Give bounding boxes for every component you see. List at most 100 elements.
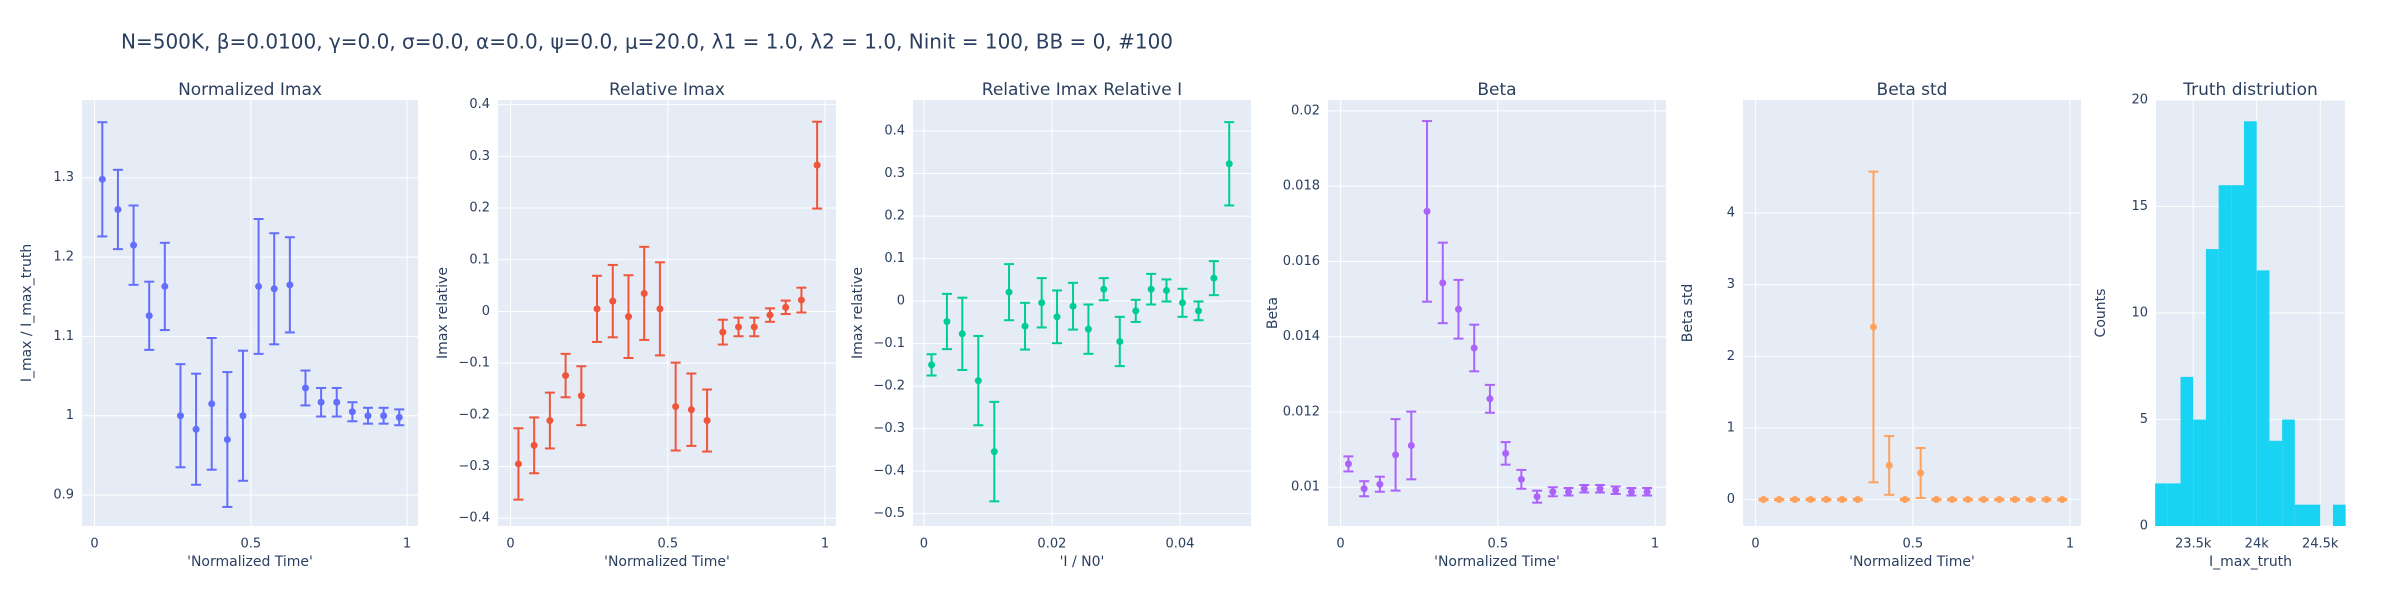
point (1885, 461, 1893, 469)
histogram-bar (2244, 121, 2257, 527)
point (1980, 496, 1988, 504)
point (546, 417, 554, 425)
point (380, 412, 388, 420)
point (2058, 496, 2066, 504)
point (1486, 395, 1494, 403)
point (750, 323, 758, 331)
point (719, 328, 727, 336)
point (530, 441, 538, 449)
point (1376, 480, 1384, 488)
point (1132, 307, 1140, 315)
point (974, 377, 982, 385)
x-tick-label: 24.5k (2302, 537, 2339, 552)
point (735, 323, 743, 331)
subplot-title: Relative Imax Relative I (982, 80, 1182, 100)
x-tick-label: 0.02 (1037, 537, 1066, 552)
y-tick-label: 0.3 (469, 149, 490, 164)
point (514, 460, 522, 468)
point (766, 311, 774, 319)
point (1147, 285, 1155, 293)
point (577, 392, 585, 400)
point (703, 417, 711, 425)
point (1995, 496, 2003, 504)
y-axis-title: I_max / I_max_truth (19, 244, 35, 382)
histogram-bar (2231, 185, 2245, 526)
y-tick-label: 0 (2140, 519, 2148, 534)
point (1407, 441, 1415, 449)
histogram-bar (2193, 419, 2206, 526)
point (208, 400, 216, 408)
y-tick-label: 2 (1727, 349, 1735, 364)
histogram-bar (2307, 504, 2321, 526)
y-tick-label: 0.018 (1283, 179, 1320, 194)
histogram-bar (2294, 504, 2308, 526)
point (1195, 307, 1203, 315)
y-tick-label: 1.3 (53, 170, 74, 185)
y-tick-label: 1 (1727, 420, 1735, 435)
histogram-bar (2218, 185, 2232, 526)
histogram-bar (2269, 440, 2283, 526)
y-tick-label: 3 (1727, 277, 1735, 292)
point (1948, 496, 1956, 504)
point (1084, 325, 1092, 333)
point (1627, 488, 1635, 496)
point (1179, 299, 1187, 307)
y-tick-label: −0.4 (458, 511, 490, 526)
x-tick-label: 1 (1651, 537, 1659, 552)
point (1005, 288, 1013, 296)
point (1869, 323, 1877, 331)
point (656, 305, 664, 313)
point (317, 398, 325, 406)
histogram-bar (2155, 483, 2168, 526)
subplot: 0 5 10 15 20 23.5k 24k 24.5k Truth distriution I_… (2093, 80, 2346, 570)
subplot-title: Truth distriution (2182, 80, 2318, 100)
point (1612, 486, 1620, 494)
plot-area (913, 100, 1251, 526)
y-axis-title: Beta (1265, 297, 1281, 329)
x-tick-label: 1 (821, 537, 829, 552)
y-tick-label: 20 (2131, 93, 2148, 108)
point (145, 312, 153, 320)
point (1917, 469, 1925, 477)
point (2027, 496, 2035, 504)
point (395, 413, 403, 421)
point (239, 412, 247, 420)
y-tick-label: 0.016 (1283, 254, 1320, 269)
x-tick-label: 0 (920, 537, 928, 552)
point (1643, 488, 1651, 496)
point (1100, 285, 1108, 293)
subplot-title: Beta std (1877, 80, 1948, 100)
point (1596, 485, 1604, 493)
y-tick-label: 4 (1727, 206, 1735, 221)
x-tick-label: 0.5 (240, 537, 261, 552)
point (687, 406, 695, 414)
plot-area (1328, 100, 1666, 526)
x-tick-label: 0 (1751, 537, 1759, 552)
x-tick-label: 0.5 (1902, 537, 1923, 552)
y-tick-label: −0.3 (458, 459, 490, 474)
y-tick-label: 0.1 (884, 251, 905, 266)
point (672, 403, 680, 411)
x-tick-label: 0 (1336, 537, 1344, 552)
point (1759, 496, 1767, 504)
y-tick-label: 0.9 (53, 488, 74, 503)
point (1838, 496, 1846, 504)
point (1854, 496, 1862, 504)
subplot: −0.5 −0.4 −0.3 −0.2 −0.1 0 0.1 0.2 0.3 0.4 0 0.02 0.… (850, 80, 1251, 570)
point (192, 425, 200, 433)
y-tick-label: −0.2 (458, 407, 490, 422)
y-tick-label: 0.4 (884, 124, 905, 139)
point (2042, 496, 2050, 504)
y-axis-title: Imax relative (435, 267, 451, 359)
histogram-bar (2256, 270, 2270, 526)
point (1392, 451, 1400, 459)
histogram-bar (2282, 419, 2295, 526)
point (1901, 496, 1909, 504)
point (1517, 475, 1525, 483)
y-tick-label: 15 (2131, 199, 2148, 214)
y-tick-label: 0.01 (1291, 480, 1320, 495)
x-axis-title: I_max_truth (2209, 554, 2292, 570)
point (1423, 207, 1431, 215)
point (990, 448, 998, 456)
